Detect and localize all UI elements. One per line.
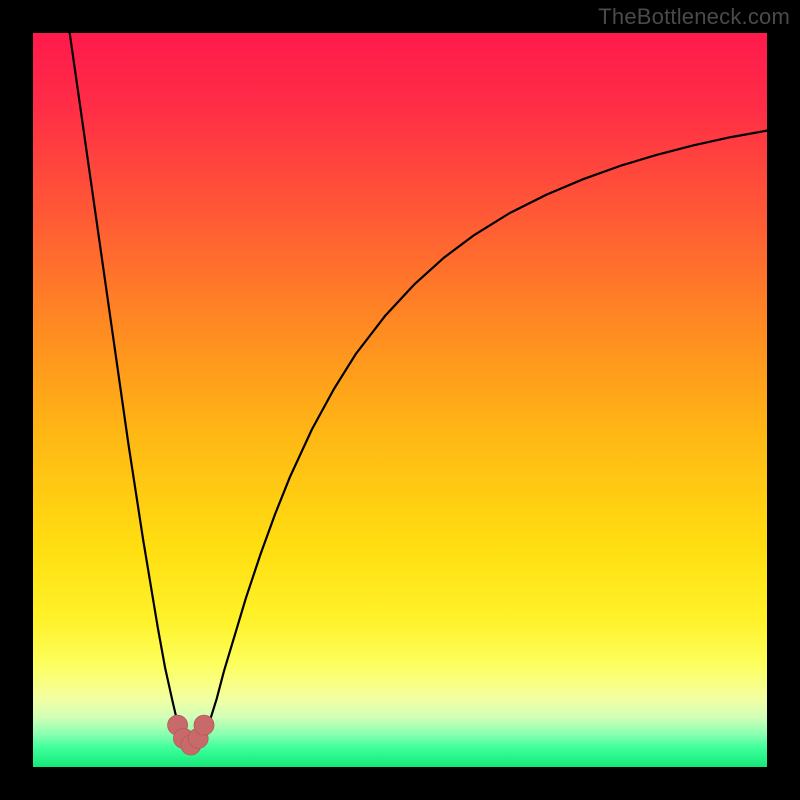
bottleneck-curve <box>70 33 767 746</box>
watermark-text: TheBottleneck.com <box>598 4 790 30</box>
marker-dot <box>194 715 214 735</box>
plot-area <box>33 33 767 767</box>
chart-frame <box>33 33 767 767</box>
chart-svg <box>33 33 767 767</box>
